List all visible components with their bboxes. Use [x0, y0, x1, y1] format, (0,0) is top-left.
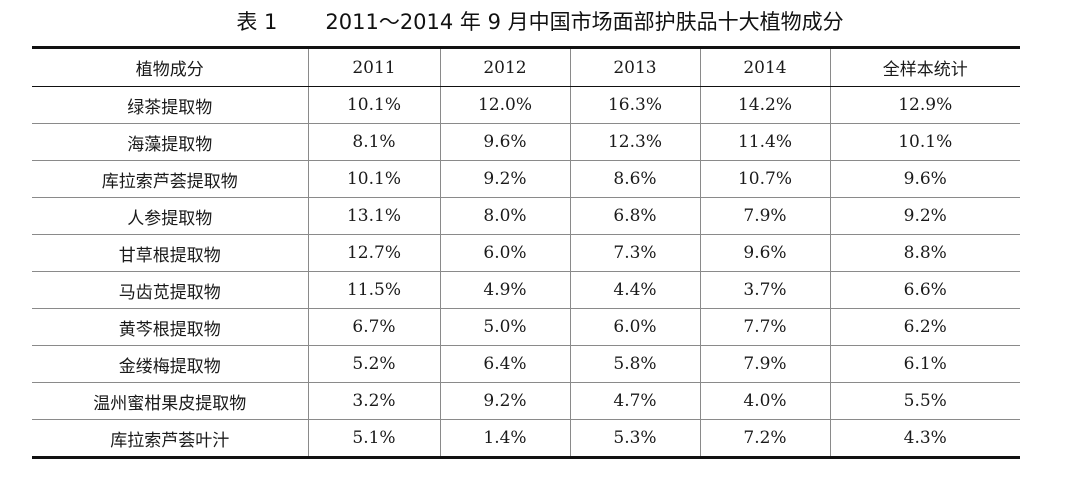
value-2011: 10.1%	[307, 160, 440, 198]
value-2014: 7.2%	[699, 419, 830, 459]
value-total: 6.2%	[829, 308, 1020, 346]
value-2014: 3.7%	[699, 271, 830, 309]
value-2012: 6.0%	[439, 234, 570, 272]
value-2013: 7.3%	[569, 234, 700, 272]
table-row: 库拉索芦荟叶汁 5.1% 1.4% 5.3% 7.2% 4.3%	[32, 419, 1020, 459]
value-2014: 4.0%	[699, 382, 830, 420]
header-2012: 2012	[439, 46, 570, 87]
value-2013: 12.3%	[569, 123, 700, 161]
value-2011: 6.7%	[307, 308, 440, 346]
value-2012: 9.2%	[439, 382, 570, 420]
table-body: 绿茶提取物 10.1% 12.0% 16.3% 14.2% 12.9% 海藻提取物 8.1% 9…	[32, 86, 1020, 459]
table-row: 库拉索芦荟提取物 10.1% 9.2% 8.6% 10.7% 9.6%	[32, 160, 1020, 198]
table-row: 人参提取物 13.1% 8.0% 6.8% 7.9% 9.2%	[32, 197, 1020, 235]
ingredient-name: 海藻提取物	[32, 123, 308, 161]
value-total: 6.1%	[829, 345, 1020, 383]
ingredient-name: 绿茶提取物	[127, 97, 213, 118]
value-2013: 4.4%	[569, 271, 700, 309]
table-row: 黄芩根提取物 6.7% 5.0% 6.0% 7.7% 6.2%	[32, 308, 1020, 346]
table-row: 绿茶提取物 10.1% 12.0% 16.3% 14.2% 12.9%	[32, 86, 1020, 124]
ingredient-name: 黄芩根提取物	[32, 308, 308, 346]
value-2011: 13.1%	[307, 197, 440, 235]
value-2014: 14.2%	[699, 86, 830, 124]
value-2014: 10.7%	[699, 160, 830, 198]
ingredient-name: 库拉索芦荟叶汁	[32, 419, 308, 459]
table-title: 2011～2014 年 9 月中国市场面部护肤品十大植物成分	[325, 10, 844, 34]
value-2014: 7.9%	[699, 197, 830, 235]
value-total: 4.3%	[829, 419, 1020, 459]
value-2012: 8.0%	[439, 197, 570, 235]
value-2011: 5.2%	[307, 345, 440, 383]
header-2011: 2011	[307, 46, 440, 87]
ingredient-name: 甘草根提取物	[32, 234, 308, 272]
header-2014: 2014	[699, 46, 830, 87]
value-2014: 11.4%	[699, 123, 830, 161]
value-2014: 9.6%	[699, 234, 830, 272]
value-2012: 5.0%	[439, 308, 570, 346]
header-2013: 2013	[569, 46, 700, 87]
table-row: 金缕梅提取物 5.2% 6.4% 5.8% 7.9% 6.1%	[32, 345, 1020, 383]
header-ingredient: 植物成分	[32, 46, 308, 87]
value-2013: 4.7%	[569, 382, 700, 420]
value-2014: 7.9%	[699, 345, 830, 383]
value-2011: 11.5%	[307, 271, 440, 309]
value-2012: 9.6%	[439, 123, 570, 161]
ingredient-name: 库拉索芦荟提取物	[32, 160, 308, 198]
value-2011: 3.2%	[307, 382, 440, 420]
table-row: 温州蜜柑果皮提取物 3.2% 9.2% 4.7% 4.0% 5.5%	[32, 382, 1020, 420]
value-2011: 8.1%	[307, 123, 440, 161]
value-total: 10.1%	[829, 123, 1020, 161]
value-total: 8.8%	[829, 234, 1020, 272]
value-total: 9.6%	[829, 160, 1020, 198]
value-2012: 6.4%	[439, 345, 570, 383]
table-row: 海藻提取物 8.1% 9.6% 12.3% 11.4% 10.1%	[32, 123, 1020, 161]
value-2011: 10.1%	[307, 86, 440, 124]
value-total: 9.2%	[829, 197, 1020, 235]
ingredient-name: 温州蜜柑果皮提取物	[32, 382, 308, 420]
value-2013: 5.8%	[569, 345, 700, 383]
ingredient-table: 植物成分 2011 2012 2013 2014 全样本统计 绿茶提取物 10.1…	[32, 46, 1020, 459]
value-2013: 5.3%	[569, 419, 700, 459]
table-header: 植物成分 2011 2012 2013 2014 全样本统计	[32, 46, 1020, 87]
value-2013: 6.0%	[569, 308, 700, 346]
value-2014: 7.7%	[699, 308, 830, 346]
ingredient-name: 金缕梅提取物	[32, 345, 308, 383]
value-2012: 12.0%	[439, 86, 570, 124]
value-2013: 8.6%	[569, 160, 700, 198]
value-2012: 9.2%	[439, 160, 570, 198]
value-2012: 1.4%	[439, 419, 570, 459]
value-2013: 6.8%	[569, 197, 700, 235]
header-total: 全样本统计	[829, 46, 1020, 87]
value-total: 6.6%	[829, 271, 1020, 309]
table-row: 马齿苋提取物 11.5% 4.9% 4.4% 3.7% 6.6%	[32, 271, 1020, 309]
table-number: 表 1	[236, 10, 278, 34]
value-total: 5.5%	[829, 382, 1020, 420]
header-row: 植物成分 2011 2012 2013 2014 全样本统计	[32, 46, 1020, 87]
ingredient-name: 马齿苋提取物	[32, 271, 308, 309]
table-row: 甘草根提取物 12.7% 6.0% 7.3% 9.6% 8.8%	[32, 234, 1020, 272]
value-total: 12.9%	[829, 86, 1020, 124]
ingredient-name: 人参提取物	[32, 197, 308, 235]
value-2011: 12.7%	[307, 234, 440, 272]
value-2013: 16.3%	[569, 86, 700, 124]
value-2011: 5.1%	[307, 419, 440, 459]
value-2012: 4.9%	[439, 271, 570, 309]
table-caption: 表 1 2011～2014 年 9 月中国市场面部护肤品十大植物成分	[0, 8, 1080, 36]
